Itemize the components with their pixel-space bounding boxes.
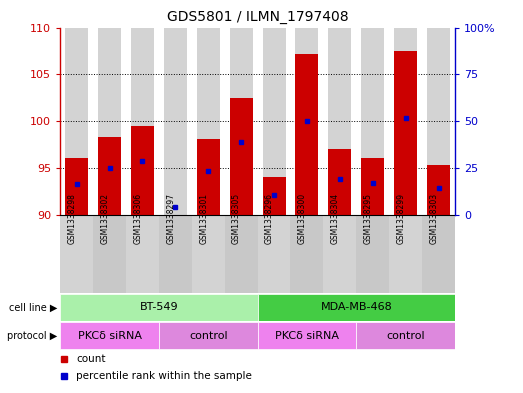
Bar [257,294,455,321]
Text: count: count [76,354,106,364]
Bar [197,28,220,215]
Text: GSM1338296: GSM1338296 [265,193,274,244]
Bar [230,97,253,215]
Bar [394,51,417,215]
Text: GSM1338305: GSM1338305 [232,193,241,244]
Text: MDA-MB-468: MDA-MB-468 [321,302,392,312]
Text: GSM1338298: GSM1338298 [67,193,76,244]
Bar [295,54,319,215]
Bar [60,322,159,349]
Bar [164,28,187,215]
Bar [356,322,455,349]
Bar [356,215,389,293]
Title: GDS5801 / ILMN_1797408: GDS5801 / ILMN_1797408 [167,10,348,24]
Bar [389,215,422,293]
Text: cell line ▶: cell line ▶ [9,302,58,312]
Text: control: control [386,331,425,341]
Bar [257,215,290,293]
Bar [131,28,154,215]
Bar [98,137,121,215]
Text: control: control [189,331,228,341]
Text: PKCδ siRNA: PKCδ siRNA [77,331,142,341]
Bar [427,28,450,215]
Bar [60,294,257,321]
Bar [263,177,286,215]
Bar [159,322,257,349]
Text: GSM1338299: GSM1338299 [396,193,406,244]
Bar [263,28,286,215]
Bar [394,28,417,215]
Text: GSM1338302: GSM1338302 [100,193,109,244]
Bar [427,165,450,215]
Text: percentile rank within the sample: percentile rank within the sample [76,371,252,381]
Text: GSM1338303: GSM1338303 [429,193,439,244]
Bar [131,126,154,215]
Text: GSM1338306: GSM1338306 [133,193,142,244]
Text: GSM1338301: GSM1338301 [199,193,208,244]
Bar [225,215,257,293]
Text: GSM1338304: GSM1338304 [331,193,340,244]
Bar [93,215,126,293]
Bar [98,28,121,215]
Bar [328,28,351,215]
Text: GSM1338300: GSM1338300 [298,193,307,244]
Text: GSM1338297: GSM1338297 [166,193,175,244]
Bar [361,158,384,215]
Bar [230,28,253,215]
Bar [323,215,356,293]
Bar [60,215,93,293]
Bar [295,28,319,215]
Text: BT-549: BT-549 [140,302,178,312]
Bar [192,215,225,293]
Text: protocol ▶: protocol ▶ [7,331,58,341]
Bar [422,215,455,293]
Bar [65,158,88,215]
Bar [65,28,88,215]
Text: GSM1338295: GSM1338295 [363,193,373,244]
Text: PKCδ siRNA: PKCδ siRNA [275,331,339,341]
Bar [126,215,159,293]
Bar [257,322,356,349]
Bar [328,149,351,215]
Bar [197,139,220,215]
Bar [159,215,192,293]
Bar [361,28,384,215]
Bar [290,215,323,293]
